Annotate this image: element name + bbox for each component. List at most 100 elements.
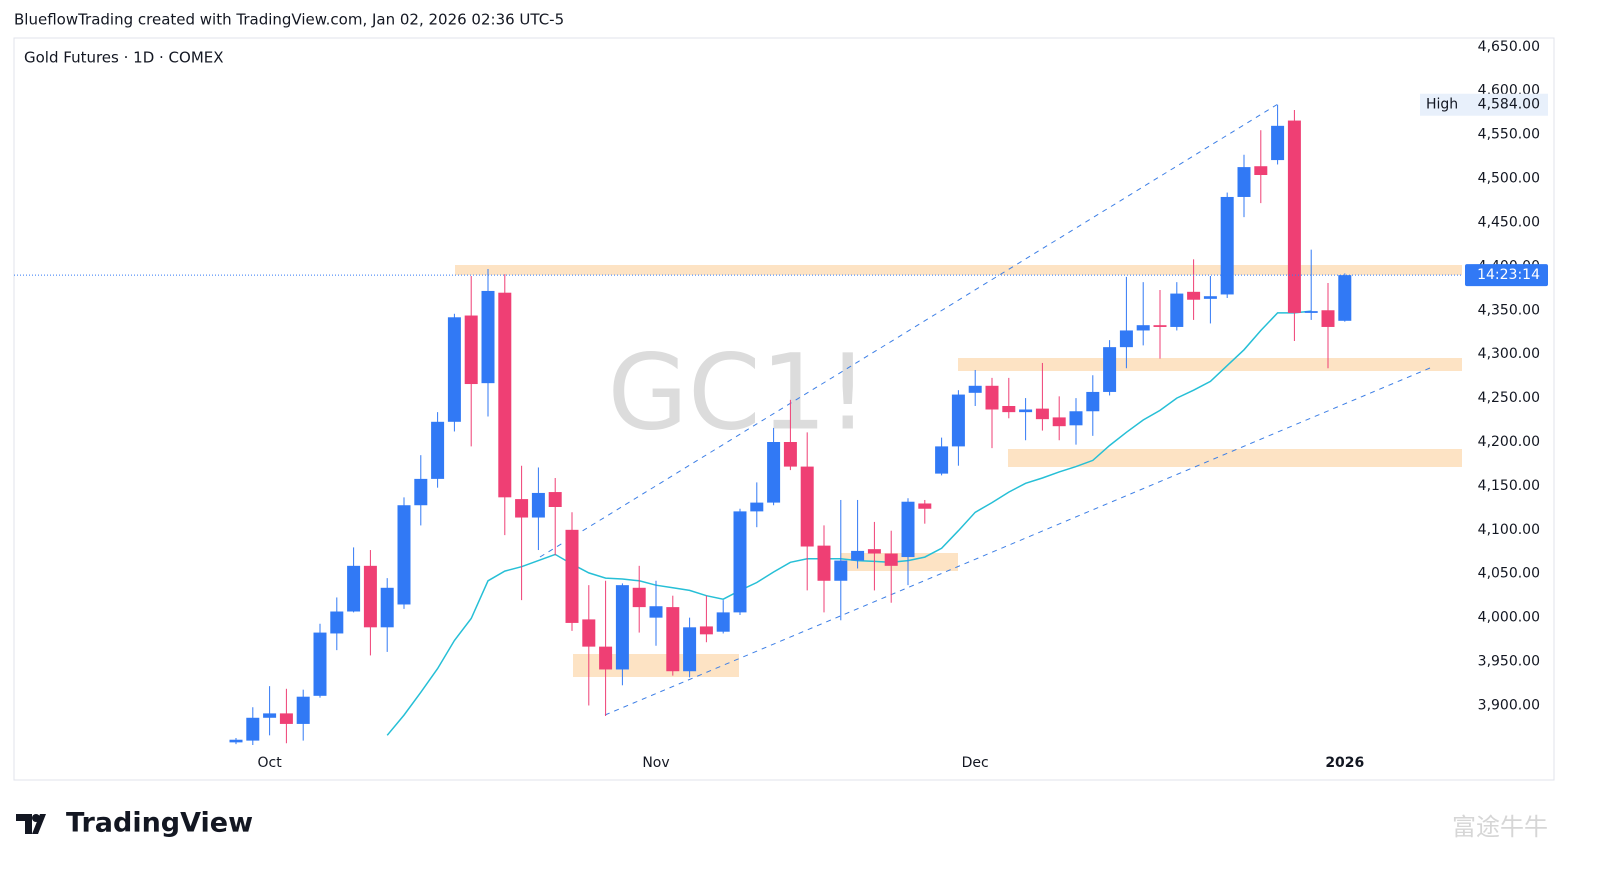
high-tag: [1420, 93, 1548, 116]
candle-body: [1069, 411, 1083, 426]
candle-body: [1170, 293, 1184, 327]
candle-body: [699, 626, 713, 635]
candle-body: [229, 739, 243, 743]
candle-body: [851, 550, 865, 561]
candle-body: [330, 611, 344, 634]
candle-body: [548, 492, 562, 507]
candle-body: [783, 442, 797, 467]
candle-body: [347, 565, 361, 612]
y-tick-label: 4,350.00: [1478, 302, 1540, 318]
candle-body: [313, 632, 327, 696]
candle-body: [1254, 166, 1268, 176]
candle-body: [767, 442, 781, 503]
y-tick-label: 4,450.00: [1478, 214, 1540, 230]
candle-body: [935, 446, 949, 474]
candle-body: [750, 502, 764, 512]
candle-body: [1103, 347, 1117, 392]
candle-body: [464, 315, 478, 385]
series: [14, 104, 1462, 745]
candle-body: [834, 560, 848, 581]
y-tick-label: 4,050.00: [1478, 566, 1540, 582]
candle-body: [498, 292, 512, 498]
chart-frame: [13, 37, 1555, 781]
candle-body: [1136, 325, 1150, 331]
x-tick-label: Dec: [962, 755, 989, 771]
x-tick-label: Nov: [642, 755, 669, 771]
candle-body: [615, 585, 629, 670]
candle-body: [1019, 409, 1033, 413]
candle-body: [414, 478, 428, 506]
channel-line: [539, 103, 1279, 558]
candle-body: [1187, 291, 1201, 300]
footer-logo: TradingView: [16, 808, 253, 839]
zone: [573, 654, 739, 677]
candle-body: [800, 466, 814, 547]
candle-body: [817, 545, 831, 581]
y-tick-label: 4,650.00: [1478, 39, 1540, 55]
high-tag-value: 4,584.00: [1478, 97, 1540, 113]
candle-body: [397, 505, 411, 605]
x-tick-label: 2026: [1325, 755, 1364, 771]
y-tick-label: 4,150.00: [1478, 478, 1540, 494]
y-tick-label: 4,250.00: [1478, 390, 1540, 406]
candle-body: [531, 492, 545, 518]
candle-body: [968, 385, 982, 393]
y-tick-label: 4,500.00: [1478, 171, 1540, 187]
candle-body: [363, 565, 377, 628]
chart-title: Gold Futures · 1D · COMEX: [24, 49, 224, 67]
candle-body: [1321, 310, 1335, 327]
corner-watermark: 富途牛牛: [1452, 813, 1548, 841]
y-tick-label: 4,300.00: [1478, 346, 1540, 362]
header: BlueflowTrading created with TradingView…: [14, 11, 564, 29]
y-tick-label: 4,000.00: [1478, 610, 1540, 626]
candle-body: [1287, 120, 1301, 313]
candle-body: [1304, 311, 1318, 313]
logo-icon: [32, 814, 40, 822]
countdown: 14:23:14: [1477, 267, 1540, 283]
candle-body: [279, 713, 293, 724]
y-tick-label: 3,900.00: [1478, 697, 1540, 713]
candle-body: [1086, 391, 1100, 412]
candle-body: [565, 529, 579, 623]
symbol-watermark: GC1!: [607, 331, 868, 453]
candle-body: [1203, 296, 1217, 299]
y-tick-label: 3,950.00: [1478, 654, 1540, 670]
candle-body: [481, 290, 495, 384]
candle-body: [1237, 167, 1251, 197]
candle-body: [447, 317, 461, 422]
high-tag-label: High: [1426, 97, 1458, 113]
candle-body: [431, 421, 445, 479]
candle-body: [632, 587, 646, 608]
zone: [455, 265, 1462, 275]
candle-body: [716, 612, 730, 632]
candle-body: [1002, 405, 1016, 413]
candle-body: [246, 717, 260, 741]
candle-body: [985, 385, 999, 410]
candle-body: [951, 394, 965, 447]
candle-body: [1338, 275, 1352, 321]
axes: 3,900.00 3,950.00 4,000.00 4,050.00 4,100.00…: [257, 39, 1548, 771]
candle-body: [918, 503, 932, 509]
candle-body: [1035, 408, 1049, 420]
x-tick-label: Oct: [257, 755, 282, 771]
candle-body: [380, 587, 394, 628]
candle-body: [515, 499, 529, 518]
y-tick-label: 4,200.00: [1478, 434, 1540, 450]
candle-body: [901, 501, 915, 558]
candle-body: [733, 511, 747, 613]
zone: [958, 358, 1462, 371]
candle-body: [1052, 417, 1066, 427]
candle-body: [1220, 196, 1234, 295]
moving-average: [386, 310, 1312, 736]
candle-body: [867, 549, 881, 554]
candle-body: [599, 646, 613, 670]
candle-body: [296, 696, 310, 724]
drawings: [14, 103, 1462, 745]
candle-body: [666, 607, 680, 672]
brand: TradingView: [66, 808, 253, 839]
candle-body: [582, 619, 596, 647]
countdown-tag: [1465, 264, 1548, 287]
candle-body: [884, 553, 898, 566]
